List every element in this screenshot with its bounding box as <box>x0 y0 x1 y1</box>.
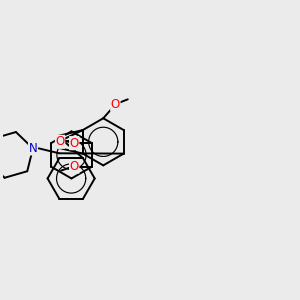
Text: O: O <box>56 135 65 148</box>
Text: O: O <box>111 98 120 111</box>
Text: N: N <box>28 142 37 155</box>
Text: O: O <box>70 136 79 150</box>
Text: O: O <box>70 160 79 173</box>
